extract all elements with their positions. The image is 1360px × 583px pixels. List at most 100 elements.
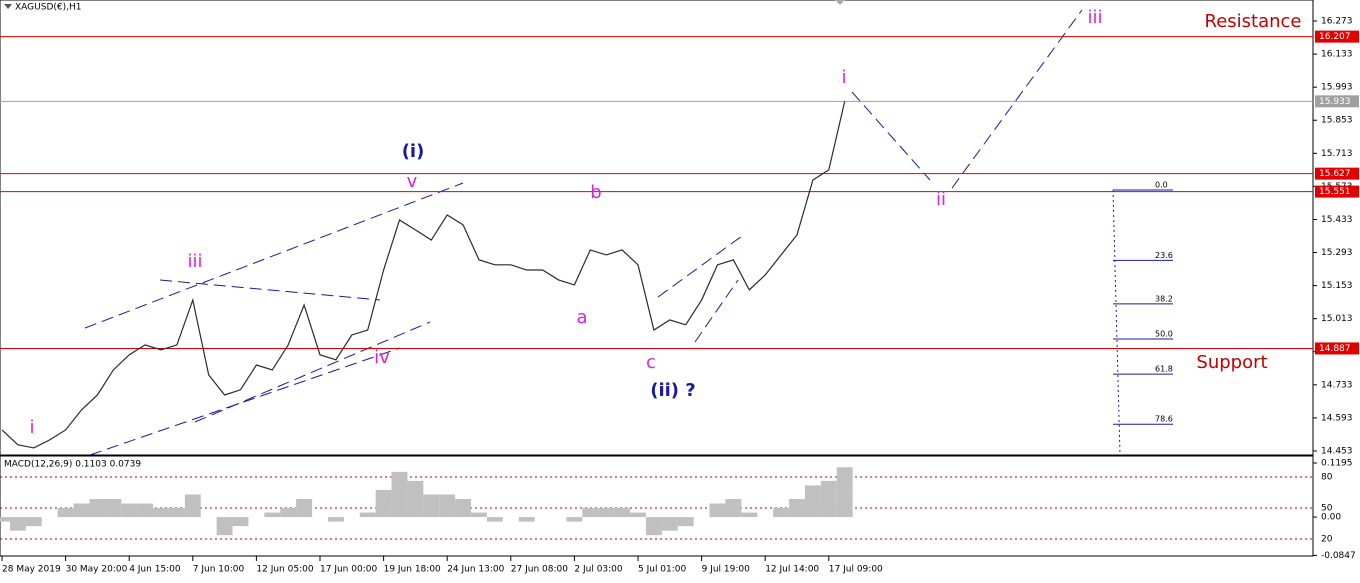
macd-bar (296, 498, 313, 518)
macd-bar (836, 467, 853, 518)
y2-tick-label: 50 (1321, 503, 1333, 513)
level-box (1315, 95, 1359, 108)
macd-bar (709, 503, 726, 518)
wave-lines (84, 9, 1083, 456)
wave-label: (i) (402, 141, 425, 162)
macd-bar (264, 512, 281, 518)
macd-bar (725, 498, 742, 518)
x-tick-label: 17 Jul 09:00 (829, 565, 883, 575)
wave-label: a (576, 307, 587, 328)
macd-bar (741, 512, 758, 518)
y2-tick-label: 20 (1321, 534, 1333, 544)
y-tick-label: 14.733 (1321, 380, 1353, 390)
level-label: 15.551 (1319, 187, 1351, 197)
level-label: 16.207 (1319, 32, 1351, 42)
fib-label: 50.0 (1155, 330, 1173, 339)
fib-label: 23.6 (1155, 251, 1173, 260)
x-tick-label: 30 May 20:00 (66, 565, 128, 575)
macd-bar (645, 517, 662, 536)
y-tick-label: 14.593 (1321, 413, 1353, 423)
macd-bar (804, 485, 821, 518)
macd-bar (455, 498, 472, 518)
macd-bar (216, 517, 233, 536)
x-tick-label: 4 Jun 15:00 (129, 565, 181, 575)
price-panel (0, 0, 1314, 456)
y-tick-label: 16.133 (1321, 50, 1353, 60)
macd-title: MACD(12,26,9) 0.1103 0.0739 (4, 460, 141, 470)
macd-bar (0, 517, 10, 522)
chart-title: XAGUSD(€),H1 (15, 3, 81, 13)
wave-label: Resistance (1205, 11, 1302, 32)
macd-bar (630, 512, 646, 518)
macd-bar (614, 508, 631, 518)
fib-label: 61.8 (1155, 365, 1173, 374)
level-box (1315, 185, 1359, 198)
fib-label: 78.6 (1155, 415, 1173, 424)
y-tick-label: 16.273 (1321, 17, 1353, 27)
macd-bar (184, 494, 201, 518)
macd-bar (820, 480, 837, 518)
x-tick-label: 9 Jul 19:00 (702, 565, 751, 575)
wave-label: i (841, 67, 846, 88)
macd-bar (375, 489, 392, 518)
fib-label: 0.0 (1155, 181, 1168, 190)
y-tick-label: 15.993 (1321, 83, 1353, 93)
y-tick-label: 15.013 (1321, 314, 1353, 324)
level-label: 14.887 (1319, 344, 1351, 354)
macd-bar (518, 517, 535, 522)
macd-bar (9, 517, 26, 531)
macd-bar (789, 498, 805, 518)
wave-label: (ii) ? (650, 380, 696, 401)
fib-label: 38.2 (1155, 294, 1173, 303)
x-tick-label: 7 Jun 10:00 (193, 565, 245, 575)
macd-bar (439, 494, 456, 518)
macd-bar (57, 508, 74, 518)
y-tick-label: 14.453 (1321, 446, 1353, 456)
macd-bar (89, 498, 106, 518)
x-tick-label: 28 May 2019 (2, 565, 61, 575)
level-box (1315, 30, 1359, 43)
level-box (1315, 342, 1359, 355)
x-tick-label: 2 Jul 03:00 (574, 565, 623, 575)
macd-bar (121, 503, 138, 518)
wave-label: c (646, 352, 656, 373)
macd-bar (153, 508, 169, 518)
y-tick-label: 15.153 (1321, 281, 1353, 291)
x-tick-label: 5 Jul 01:00 (638, 565, 687, 575)
x-tick-label: 27 Jun 08:00 (511, 565, 568, 575)
macd-bar (471, 512, 487, 518)
macd-bar (25, 517, 42, 527)
macd-bar (598, 508, 615, 518)
fib-axis (1112, 189, 1121, 456)
macd-bar (566, 517, 583, 522)
macd-bar (407, 480, 424, 518)
symbol-icon (4, 4, 12, 9)
macd-bar (359, 512, 376, 518)
macd-bar (105, 498, 122, 518)
macd-bar (423, 494, 440, 518)
wave-label: Support (1196, 352, 1267, 373)
macd-bar (232, 517, 249, 527)
macd-bar (661, 517, 678, 531)
wave-label: v (407, 171, 418, 192)
macd-bar (137, 503, 154, 518)
x-tick-label: 12 Jul 14:00 (765, 565, 819, 575)
y-tick-label: 15.853 (1321, 116, 1353, 126)
y-tick-label: 15.433 (1321, 215, 1353, 225)
y-tick-label: 0.1195 (1321, 459, 1353, 469)
y-tick-label: 0.00 (1321, 513, 1341, 523)
macd-bar (280, 508, 297, 518)
macd-bar (327, 517, 344, 522)
macd-bar (168, 508, 185, 518)
wave-label: b (590, 182, 601, 203)
x-tick-label: 17 Jun 00:00 (320, 565, 377, 575)
price-line (1, 101, 846, 449)
wave-label: iii (187, 251, 202, 272)
wave-label: iii (1087, 7, 1102, 28)
macd-bar (73, 503, 90, 518)
x-tick-label: 12 Jun 05:00 (256, 565, 313, 575)
level-label: 15.933 (1319, 97, 1351, 107)
y2-tick-label: 80 (1321, 472, 1333, 482)
y-tick-label: 15.293 (1321, 248, 1353, 258)
